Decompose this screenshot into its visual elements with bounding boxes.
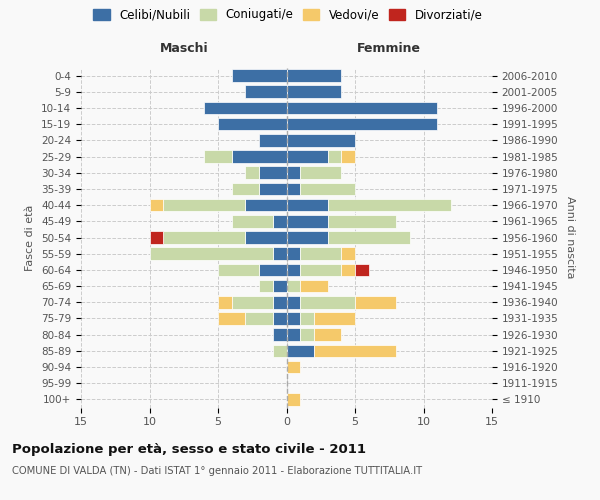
Bar <box>245 166 259 179</box>
Bar <box>287 393 300 406</box>
Bar <box>245 312 273 325</box>
Bar <box>287 70 341 82</box>
Bar <box>245 199 287 211</box>
Bar <box>287 215 328 228</box>
Bar <box>341 264 355 276</box>
Bar <box>314 312 355 325</box>
Bar <box>245 231 287 244</box>
Bar <box>149 231 163 244</box>
Text: Popolazione per età, sesso e stato civile - 2011: Popolazione per età, sesso e stato civil… <box>12 442 366 456</box>
Bar <box>287 360 300 374</box>
Bar <box>287 296 300 308</box>
Bar <box>314 344 396 357</box>
Bar <box>287 182 300 195</box>
Bar <box>287 118 437 130</box>
Bar <box>300 166 341 179</box>
Bar <box>287 344 314 357</box>
Bar <box>149 199 163 211</box>
Bar <box>355 264 369 276</box>
Bar <box>287 264 300 276</box>
Bar <box>163 231 245 244</box>
Bar <box>273 344 287 357</box>
Bar <box>163 199 245 211</box>
Bar <box>232 182 259 195</box>
Bar <box>287 86 341 98</box>
Bar <box>300 248 341 260</box>
Bar <box>259 134 287 146</box>
Bar <box>273 280 287 292</box>
Bar <box>259 264 287 276</box>
Bar <box>300 296 355 308</box>
Bar <box>328 150 341 163</box>
Text: COMUNE DI VALDA (TN) - Dati ISTAT 1° gennaio 2011 - Elaborazione TUTTITALIA.IT: COMUNE DI VALDA (TN) - Dati ISTAT 1° gen… <box>12 466 422 476</box>
Bar <box>273 215 287 228</box>
Bar <box>287 280 300 292</box>
Bar <box>232 215 273 228</box>
Bar <box>300 328 314 341</box>
Bar <box>245 86 287 98</box>
Bar <box>341 248 355 260</box>
Bar <box>273 328 287 341</box>
Bar <box>259 280 273 292</box>
Bar <box>328 231 410 244</box>
Y-axis label: Fasce di età: Fasce di età <box>25 204 35 270</box>
Bar <box>232 70 287 82</box>
Bar <box>232 296 273 308</box>
Bar <box>328 215 396 228</box>
Bar <box>287 134 355 146</box>
Y-axis label: Anni di nascita: Anni di nascita <box>565 196 575 279</box>
Bar <box>273 312 287 325</box>
Bar <box>314 328 341 341</box>
Bar <box>287 248 300 260</box>
Bar <box>273 296 287 308</box>
Text: Femmine: Femmine <box>357 42 421 54</box>
Bar <box>287 166 300 179</box>
Bar <box>287 312 300 325</box>
Bar <box>300 264 341 276</box>
Bar <box>259 166 287 179</box>
Bar <box>287 102 437 114</box>
Bar <box>273 248 287 260</box>
Bar <box>300 312 314 325</box>
Bar <box>149 248 273 260</box>
Bar <box>287 150 328 163</box>
Bar <box>300 280 328 292</box>
Bar <box>218 296 232 308</box>
Bar <box>205 150 232 163</box>
Bar <box>218 264 259 276</box>
Bar <box>300 182 355 195</box>
Bar <box>218 118 287 130</box>
Bar <box>287 328 300 341</box>
Bar <box>218 312 245 325</box>
Bar <box>341 150 355 163</box>
Bar <box>355 296 396 308</box>
Text: Maschi: Maschi <box>160 42 208 54</box>
Bar <box>205 102 287 114</box>
Bar <box>328 199 451 211</box>
Bar <box>232 150 287 163</box>
Bar <box>287 199 328 211</box>
Bar <box>259 182 287 195</box>
Legend: Celibi/Nubili, Coniugati/e, Vedovi/e, Divorziati/e: Celibi/Nubili, Coniugati/e, Vedovi/e, Di… <box>93 8 483 22</box>
Bar <box>287 231 328 244</box>
